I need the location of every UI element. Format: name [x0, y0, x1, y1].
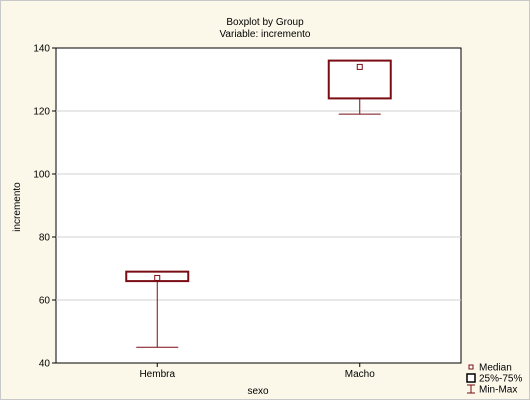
legend-label: 25%-75% — [479, 374, 522, 385]
legend-label: Min-Max — [479, 385, 517, 396]
y-tick-label: 100 — [33, 170, 50, 181]
chart-title: Boxplot by Group — [226, 17, 304, 28]
y-tick-label: 140 — [33, 44, 50, 55]
legend-item-median: Median — [468, 363, 512, 374]
gridlines — [56, 110, 461, 301]
x-tick-label: Hembra — [139, 369, 175, 380]
legend-label: Median — [479, 363, 512, 374]
chart-subtitle: Variable: incremento — [220, 29, 311, 40]
box-group — [327, 59, 392, 115]
x-tick-label: Macho — [345, 369, 375, 380]
median-marker — [154, 274, 161, 281]
y-tick-label: 80 — [39, 233, 51, 244]
x-axis-label: sexo — [247, 386, 269, 397]
plot-area — [55, 47, 462, 364]
y-tick-label: 60 — [39, 296, 51, 307]
y-tick-label: 120 — [33, 107, 50, 118]
y-axis-label: incremento — [12, 182, 23, 232]
y-tick-label: 40 — [39, 359, 51, 370]
median-marker — [356, 63, 363, 70]
x-axis-ticks: Hembra Macho — [139, 363, 375, 380]
legend-item-iqr: 25%-75% — [466, 373, 522, 385]
box-legend-icon — [466, 373, 476, 383]
boxes — [125, 59, 392, 348]
box-group — [125, 270, 190, 348]
y-axis-ticks: 40 60 80 100 120 140 — [33, 44, 56, 370]
median-legend-icon — [468, 364, 474, 370]
legend-item-minmax: Min-Max — [467, 384, 517, 396]
